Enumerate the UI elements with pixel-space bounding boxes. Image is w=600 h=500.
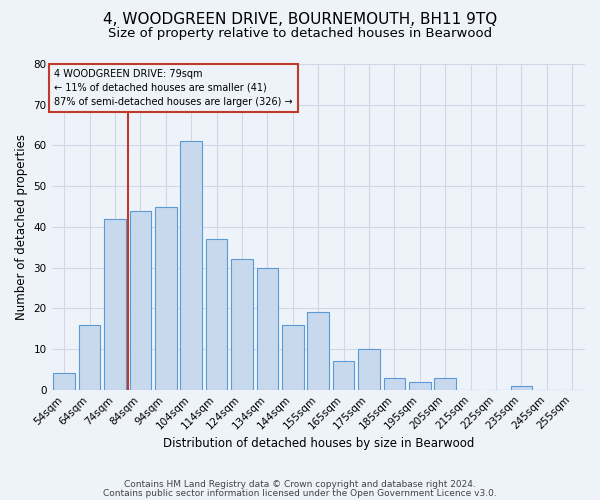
Bar [333, 361, 355, 390]
Bar [282, 324, 304, 390]
Bar [257, 268, 278, 390]
Bar [53, 374, 75, 390]
Bar [206, 239, 227, 390]
Text: Contains HM Land Registry data © Crown copyright and database right 2024.: Contains HM Land Registry data © Crown c… [124, 480, 476, 489]
Bar [383, 378, 405, 390]
Bar [130, 210, 151, 390]
Bar [358, 349, 380, 390]
Text: Contains public sector information licensed under the Open Government Licence v3: Contains public sector information licen… [103, 489, 497, 498]
X-axis label: Distribution of detached houses by size in Bearwood: Distribution of detached houses by size … [163, 437, 474, 450]
Y-axis label: Number of detached properties: Number of detached properties [15, 134, 28, 320]
Bar [409, 382, 431, 390]
Bar [181, 142, 202, 390]
Bar [511, 386, 532, 390]
Text: 4, WOODGREEN DRIVE, BOURNEMOUTH, BH11 9TQ: 4, WOODGREEN DRIVE, BOURNEMOUTH, BH11 9T… [103, 12, 497, 28]
Text: Size of property relative to detached houses in Bearwood: Size of property relative to detached ho… [108, 28, 492, 40]
Bar [79, 324, 100, 390]
Text: 4 WOODGREEN DRIVE: 79sqm
← 11% of detached houses are smaller (41)
87% of semi-d: 4 WOODGREEN DRIVE: 79sqm ← 11% of detach… [54, 69, 293, 107]
Bar [104, 218, 126, 390]
Bar [434, 378, 456, 390]
Bar [231, 260, 253, 390]
Bar [307, 312, 329, 390]
Bar [155, 206, 176, 390]
